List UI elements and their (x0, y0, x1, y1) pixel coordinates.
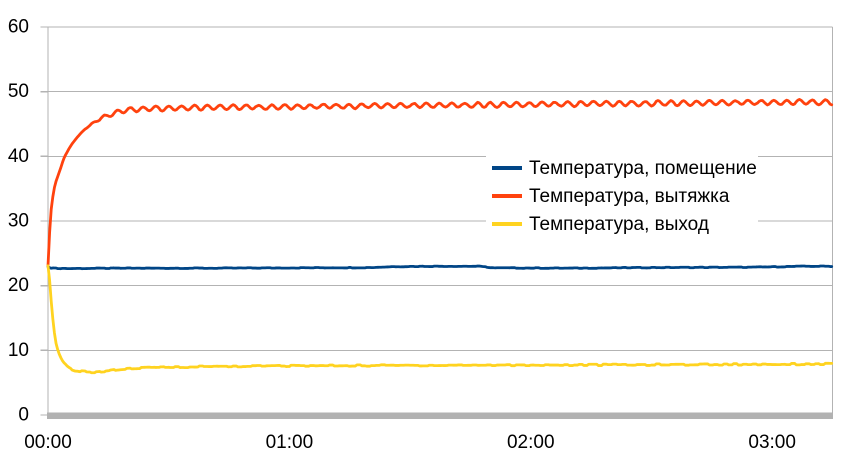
legend-item-outlet: Температура, выход (486, 210, 758, 238)
series-line-room (46, 264, 834, 271)
legend-label-outlet: Температура, выход (529, 213, 709, 235)
x-axis-label: 01:00 (266, 432, 314, 453)
y-axis-label: 20 (8, 275, 29, 296)
y-axis-label: 30 (8, 211, 29, 232)
legend-label-exhaust: Температура, вытяжка (529, 185, 730, 207)
legend-item-exhaust: Температура, вытяжка (486, 182, 758, 210)
x-axis-bar (47, 412, 833, 419)
legend-swatch-exhaust (492, 194, 522, 198)
y-axis-label: 50 (8, 81, 29, 102)
x-axis-label: 02:00 (507, 432, 555, 453)
y-axis-label: 60 (8, 17, 29, 38)
x-axis-label: 00:00 (24, 432, 72, 453)
legend-item-room: Температура, помещение (486, 154, 758, 182)
y-axis-label: 10 (8, 340, 29, 361)
x-axis-label: 03:00 (748, 432, 796, 453)
series-line-exhaust (46, 98, 834, 268)
y-axis-label: 0 (18, 405, 29, 426)
legend-label-room: Температура, помещение (529, 157, 757, 179)
legend-swatch-room (492, 166, 522, 170)
legend: Температура, помещение Температура, вытя… (486, 152, 758, 240)
legend-swatch-outlet (492, 222, 522, 226)
y-axis-label: 40 (8, 146, 29, 167)
series-line-outlet (46, 264, 834, 375)
